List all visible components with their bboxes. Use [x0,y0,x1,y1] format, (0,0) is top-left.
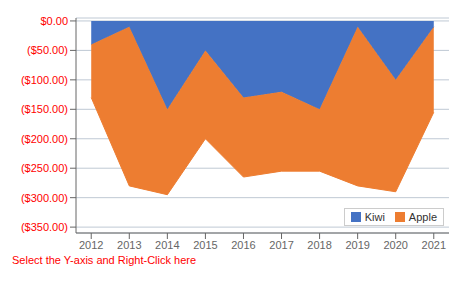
svg-text:($250.00): ($250.00) [21,162,68,174]
svg-text:($150.00): ($150.00) [21,103,68,115]
svg-text:2015: 2015 [193,239,217,251]
svg-text:2013: 2013 [117,239,141,251]
svg-text:2016: 2016 [231,239,255,251]
svg-text:2012: 2012 [79,239,103,251]
svg-text:2021: 2021 [422,239,446,251]
html-text:Kiwi: Kiwi [364,211,385,223]
svg-text:2017: 2017 [269,239,293,251]
svg-text:2018: 2018 [307,239,331,251]
svg-text:$0.00: $0.00 [40,15,68,27]
svg-text:($50.00): ($50.00) [27,44,68,56]
html-text:Select the Y-axis and Right-Cl: Select the Y-axis and Right-Click here [12,254,196,266]
html-text:Apple: Apple [408,211,437,223]
svg-text:($300.00): ($300.00) [21,192,68,204]
svg-text:($350.00): ($350.00) [21,221,68,233]
svg-text:($100.00): ($100.00) [21,74,68,86]
svg-text:2020: 2020 [383,239,407,251]
svg-text:2019: 2019 [345,239,369,251]
svg-text:2014: 2014 [155,239,179,251]
svg-text:($200.00): ($200.00) [21,133,68,145]
